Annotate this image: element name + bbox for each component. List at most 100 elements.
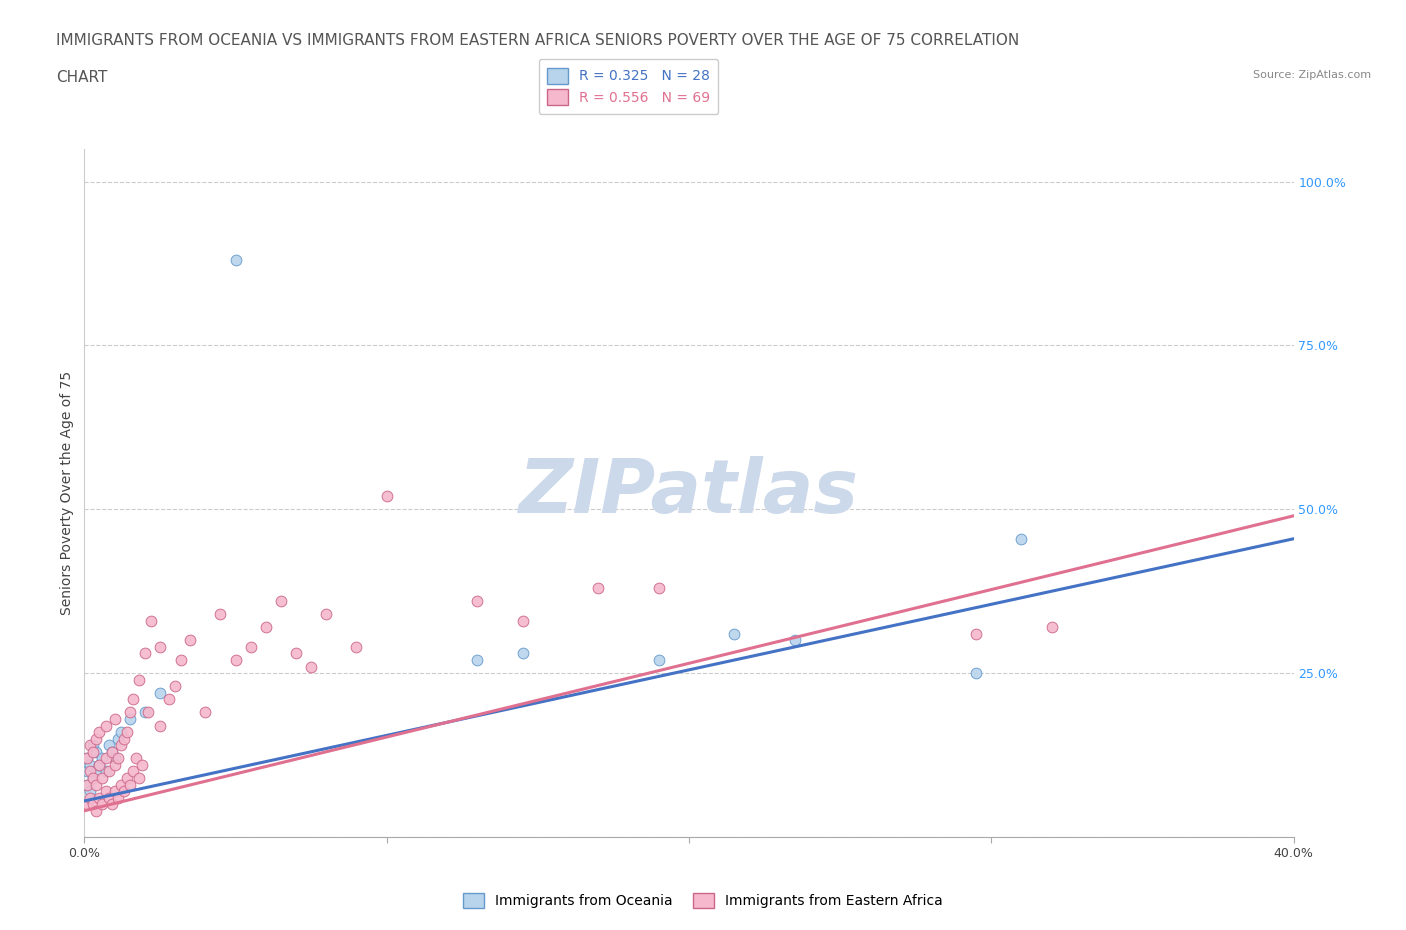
Point (82, 737, 104, 752)
Point (97, 737, 120, 752)
Point (134, 705, 156, 720)
Point (118, 711, 141, 726)
Point (315, 606, 337, 621)
Point (115, 771, 138, 786)
Point (97, 764, 120, 779)
Point (588, 580, 610, 595)
Point (82, 771, 104, 786)
Point (239, 640, 262, 655)
Point (86, 804, 108, 818)
Legend: Immigrants from Oceania, Immigrants from Eastern Africa: Immigrants from Oceania, Immigrants from… (457, 888, 949, 914)
Point (89, 757, 111, 772)
Point (149, 718, 172, 733)
Point (467, 593, 489, 608)
Point (112, 731, 135, 746)
Point (118, 777, 141, 792)
Point (254, 619, 277, 634)
Point (965, 627, 987, 642)
Point (110, 724, 132, 739)
Point (100, 744, 122, 759)
Point (285, 646, 308, 661)
Point (136, 705, 159, 720)
Point (121, 764, 143, 779)
Point (723, 627, 745, 642)
Point (76, 777, 98, 792)
Legend: R = 0.325   N = 28, R = 0.556   N = 69: R = 0.325 N = 28, R = 0.556 N = 69 (538, 60, 718, 113)
Point (76, 797, 98, 812)
Point (89, 724, 111, 739)
Point (100, 744, 122, 759)
Point (110, 737, 132, 752)
Point (165, 679, 187, 694)
Point (104, 751, 127, 765)
Point (82, 797, 104, 812)
Point (194, 705, 217, 720)
Point (131, 757, 153, 772)
Point (104, 784, 127, 799)
Point (1011, 531, 1033, 546)
Point (94, 764, 117, 779)
Point (783, 633, 806, 648)
Point (86, 731, 108, 746)
Point (107, 731, 129, 746)
Text: ZIPatlas: ZIPatlas (519, 457, 859, 529)
Point (375, 489, 398, 504)
Point (118, 705, 141, 720)
Point (346, 640, 368, 655)
Point (115, 724, 138, 739)
Point (965, 666, 987, 681)
Text: CHART: CHART (56, 70, 108, 85)
Point (79, 757, 101, 772)
Point (76, 777, 98, 792)
Point (86, 777, 108, 792)
Point (79, 737, 101, 752)
Point (82, 771, 104, 786)
Point (121, 692, 143, 707)
Point (76, 751, 98, 765)
Point (149, 685, 172, 700)
Point (94, 784, 117, 799)
Text: Source: ZipAtlas.com: Source: ZipAtlas.com (1253, 70, 1371, 80)
Point (209, 606, 232, 621)
Point (91, 797, 114, 812)
Point (86, 744, 108, 759)
Point (76, 751, 98, 765)
Point (91, 771, 114, 786)
Point (128, 771, 150, 786)
Point (512, 613, 534, 628)
Point (110, 777, 132, 792)
Point (648, 580, 671, 595)
Point (91, 751, 114, 765)
Point (225, 253, 247, 268)
Point (225, 653, 247, 668)
Point (104, 711, 127, 726)
Point (104, 757, 127, 772)
Point (76, 764, 98, 779)
Point (89, 757, 111, 772)
Point (512, 646, 534, 661)
Point (179, 633, 201, 648)
Point (170, 653, 193, 668)
Point (134, 646, 156, 661)
Point (648, 653, 671, 668)
Point (149, 640, 172, 655)
Point (82, 744, 104, 759)
Point (112, 784, 135, 799)
Point (107, 751, 129, 765)
Point (139, 613, 162, 628)
Text: IMMIGRANTS FROM OCEANIA VS IMMIGRANTS FROM EASTERN AFRICA SENIORS POVERTY OVER T: IMMIGRANTS FROM OCEANIA VS IMMIGRANTS FR… (56, 33, 1019, 47)
Point (270, 593, 292, 608)
Point (128, 672, 150, 687)
Point (89, 790, 111, 805)
Y-axis label: Seniors Poverty Over the Age of 75: Seniors Poverty Over the Age of 75 (60, 371, 75, 615)
Point (86, 764, 108, 779)
Point (107, 790, 129, 805)
Point (97, 790, 120, 805)
Point (94, 718, 117, 733)
Point (79, 784, 101, 799)
Point (157, 692, 180, 707)
Point (79, 764, 101, 779)
Point (100, 797, 122, 812)
Point (125, 751, 148, 765)
Point (299, 659, 322, 674)
